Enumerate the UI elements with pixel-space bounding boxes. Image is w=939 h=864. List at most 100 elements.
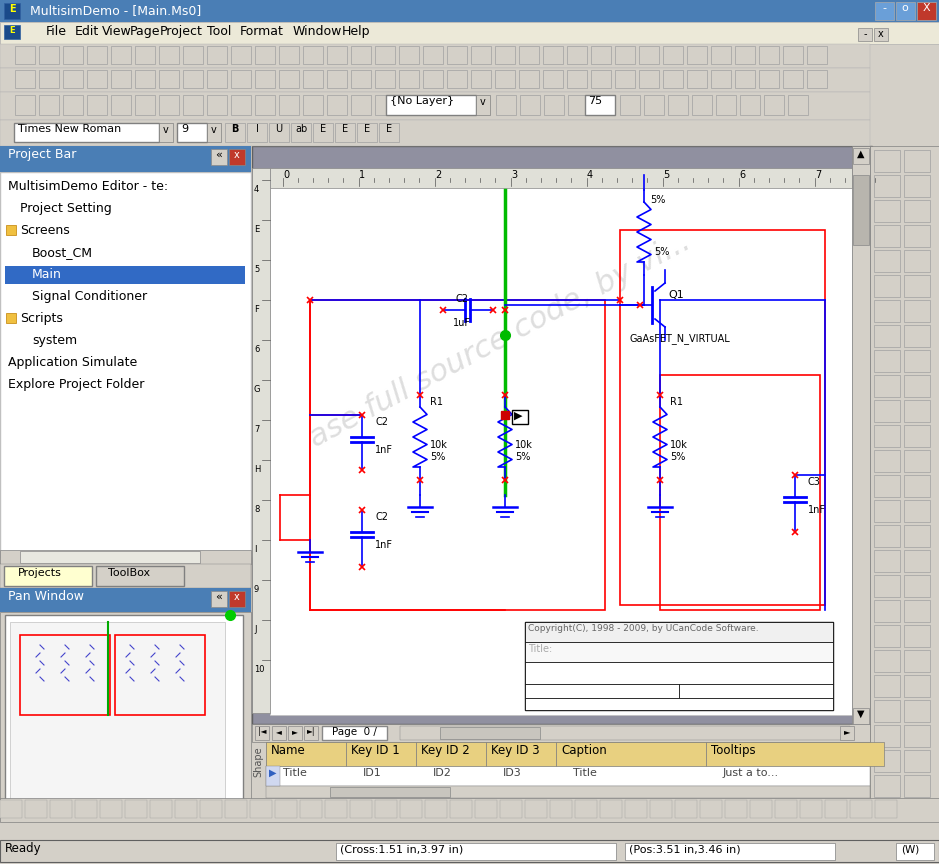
Bar — [288, 726, 302, 740]
Bar — [700, 800, 722, 818]
Text: ase full source code, by vi...: ase full source code, by vi... — [304, 227, 696, 453]
Text: J: J — [254, 625, 256, 634]
Bar — [660, 375, 820, 610]
Bar — [351, 46, 371, 64]
Bar — [567, 46, 587, 64]
Text: C2: C2 — [375, 512, 388, 522]
Text: E: E — [9, 26, 15, 35]
Bar — [904, 250, 930, 272]
Bar — [322, 726, 387, 740]
Bar — [706, 742, 884, 766]
Text: ▶: ▶ — [269, 768, 276, 778]
Bar — [303, 46, 323, 64]
Bar — [270, 170, 852, 715]
Bar — [519, 46, 539, 64]
Bar — [399, 70, 419, 88]
Bar — [183, 46, 203, 64]
Text: 5%: 5% — [430, 452, 445, 462]
Bar — [692, 95, 712, 115]
Text: Pan Window: Pan Window — [8, 590, 84, 603]
Bar — [423, 46, 443, 64]
Bar — [225, 800, 247, 818]
Text: ID3: ID3 — [503, 768, 522, 778]
Bar — [783, 46, 803, 64]
Bar — [475, 800, 497, 818]
Text: ►|: ►| — [307, 727, 316, 736]
Text: v: v — [480, 97, 485, 107]
Text: Tool: Tool — [207, 25, 231, 38]
Text: 8: 8 — [254, 505, 259, 514]
Bar — [15, 95, 35, 115]
Bar — [875, 800, 897, 818]
Text: ab: ab — [295, 124, 307, 134]
Bar — [6, 313, 16, 323]
Bar — [425, 800, 447, 818]
Text: U: U — [275, 124, 283, 134]
Bar — [471, 70, 491, 88]
Bar — [255, 95, 275, 115]
Bar — [423, 70, 443, 88]
Bar — [904, 500, 930, 522]
Bar — [750, 800, 772, 818]
Bar — [255, 70, 275, 88]
Bar — [304, 726, 318, 740]
Text: ►: ► — [292, 727, 298, 736]
Bar — [807, 46, 827, 64]
Bar — [904, 350, 930, 372]
Bar — [556, 742, 706, 766]
Bar — [399, 46, 419, 64]
Text: 9: 9 — [254, 585, 259, 594]
Bar — [874, 750, 900, 772]
Text: I: I — [255, 124, 258, 134]
Text: v: v — [163, 125, 169, 135]
Bar — [386, 95, 476, 115]
Text: o: o — [901, 3, 908, 13]
Bar — [525, 622, 833, 642]
Bar — [0, 44, 870, 68]
Text: 5%: 5% — [650, 195, 666, 205]
Bar — [875, 2, 894, 20]
Bar — [211, 591, 227, 607]
Bar — [725, 800, 747, 818]
Bar — [874, 500, 900, 522]
Text: |◄: |◄ — [257, 727, 267, 736]
Bar — [896, 843, 934, 860]
Bar — [0, 550, 251, 564]
Bar — [207, 46, 227, 64]
Bar — [615, 70, 635, 88]
Text: Name: Name — [271, 744, 306, 757]
Bar — [247, 123, 267, 142]
Bar — [687, 46, 707, 64]
Bar — [543, 70, 563, 88]
Text: H: H — [254, 465, 260, 474]
Text: 0: 0 — [283, 170, 289, 180]
Text: 7: 7 — [815, 170, 822, 180]
Bar — [0, 564, 251, 588]
Bar — [543, 46, 563, 64]
Bar — [525, 800, 547, 818]
Bar — [159, 70, 179, 88]
Text: 1nF: 1nF — [375, 445, 393, 455]
Bar — [0, 120, 870, 146]
Bar — [183, 70, 203, 88]
Text: C2: C2 — [375, 417, 388, 427]
Bar — [111, 70, 131, 88]
Bar — [679, 684, 833, 698]
Bar — [351, 95, 371, 115]
Text: Explore Project Folder: Explore Project Folder — [8, 378, 145, 391]
Text: 3: 3 — [511, 170, 517, 180]
Text: 10k: 10k — [670, 440, 688, 450]
Text: ◄: ◄ — [276, 727, 282, 736]
Bar — [150, 800, 172, 818]
Text: 4: 4 — [254, 185, 259, 194]
Bar — [111, 95, 131, 115]
Bar — [416, 742, 486, 766]
Text: Ready: Ready — [5, 842, 41, 855]
Bar — [904, 150, 930, 172]
Bar — [735, 70, 755, 88]
Text: 1nF: 1nF — [375, 540, 393, 550]
Bar — [327, 70, 347, 88]
Bar — [874, 775, 900, 797]
Text: 5%: 5% — [670, 452, 685, 462]
Text: R1: R1 — [670, 397, 683, 407]
